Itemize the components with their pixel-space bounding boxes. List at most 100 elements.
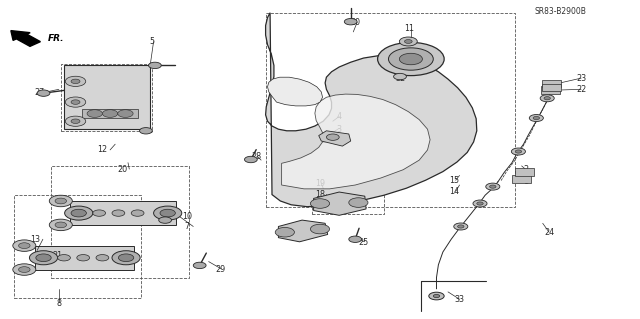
Circle shape (244, 156, 257, 163)
Text: 33: 33 (454, 295, 465, 304)
Circle shape (429, 292, 444, 300)
Polygon shape (542, 84, 561, 91)
Text: 21: 21 (52, 251, 63, 260)
Circle shape (131, 210, 144, 216)
Circle shape (490, 185, 496, 188)
Circle shape (533, 116, 540, 120)
Circle shape (49, 219, 72, 231)
Circle shape (473, 200, 487, 207)
Polygon shape (35, 246, 134, 270)
Circle shape (148, 62, 161, 69)
Circle shape (344, 19, 357, 25)
Circle shape (71, 209, 86, 217)
Circle shape (477, 202, 483, 205)
Text: 17: 17 (296, 222, 306, 231)
Circle shape (378, 42, 444, 76)
Circle shape (65, 97, 86, 107)
Text: FR.: FR. (48, 34, 65, 43)
Circle shape (486, 183, 500, 190)
Circle shape (87, 110, 102, 117)
Text: 34: 34 (321, 136, 332, 145)
Circle shape (388, 48, 433, 70)
Circle shape (154, 206, 182, 220)
Text: 29: 29 (216, 265, 226, 274)
Circle shape (58, 255, 70, 261)
Text: 7: 7 (184, 222, 189, 231)
Text: 11: 11 (404, 24, 415, 33)
Circle shape (19, 243, 30, 249)
Text: 28: 28 (251, 152, 261, 161)
Circle shape (454, 223, 468, 230)
Circle shape (159, 217, 172, 223)
Text: SR83-B2900B: SR83-B2900B (534, 7, 586, 16)
Circle shape (102, 110, 118, 117)
Polygon shape (282, 94, 430, 189)
Circle shape (193, 262, 206, 269)
Polygon shape (541, 86, 560, 94)
Polygon shape (70, 201, 176, 225)
Text: 30: 30 (350, 18, 360, 27)
Text: 22: 22 (576, 85, 586, 94)
Circle shape (36, 254, 51, 262)
Circle shape (49, 195, 72, 207)
Circle shape (55, 198, 67, 204)
Text: 26: 26 (544, 82, 554, 91)
Circle shape (349, 198, 368, 207)
Text: 1: 1 (524, 177, 529, 186)
Circle shape (275, 227, 294, 237)
Text: 14: 14 (449, 187, 460, 196)
Circle shape (71, 119, 80, 123)
Polygon shape (319, 131, 351, 146)
Text: 8: 8 (56, 299, 61, 308)
Circle shape (394, 73, 406, 80)
Circle shape (404, 40, 412, 43)
Text: 12: 12 (97, 145, 108, 154)
Circle shape (310, 224, 330, 234)
Circle shape (511, 148, 525, 155)
Circle shape (29, 251, 58, 265)
Text: 5: 5 (150, 37, 155, 46)
Circle shape (55, 222, 67, 228)
Circle shape (540, 95, 554, 102)
Circle shape (326, 134, 339, 140)
Text: 32: 32 (395, 74, 405, 83)
Text: 20: 20 (118, 165, 128, 174)
Text: 3: 3 (337, 125, 342, 134)
Text: 2: 2 (524, 165, 529, 174)
Circle shape (37, 90, 50, 96)
Text: 18: 18 (315, 190, 325, 199)
Circle shape (118, 254, 134, 262)
Polygon shape (278, 220, 328, 242)
Circle shape (65, 76, 86, 86)
Circle shape (349, 236, 362, 242)
Polygon shape (268, 77, 323, 106)
Circle shape (19, 267, 30, 272)
Text: 19: 19 (315, 179, 325, 188)
Circle shape (13, 240, 36, 251)
Circle shape (544, 97, 550, 100)
FancyArrow shape (11, 31, 40, 46)
Circle shape (71, 100, 80, 104)
Circle shape (433, 294, 440, 298)
Circle shape (112, 210, 125, 216)
Circle shape (71, 79, 80, 84)
Circle shape (65, 116, 86, 126)
Polygon shape (64, 65, 150, 129)
Circle shape (310, 199, 330, 208)
Polygon shape (82, 109, 138, 118)
Circle shape (140, 128, 152, 134)
Text: 13: 13 (30, 235, 40, 244)
Circle shape (160, 209, 175, 217)
Text: 27: 27 (35, 88, 45, 97)
Circle shape (118, 110, 133, 117)
Polygon shape (515, 168, 534, 176)
Circle shape (515, 150, 522, 153)
Polygon shape (266, 13, 477, 207)
Text: 4: 4 (337, 112, 342, 121)
Text: 10: 10 (182, 212, 192, 221)
Text: 25: 25 (358, 238, 369, 247)
Circle shape (529, 115, 543, 122)
Polygon shape (542, 80, 561, 87)
Circle shape (77, 255, 90, 261)
Text: 6: 6 (86, 85, 91, 94)
